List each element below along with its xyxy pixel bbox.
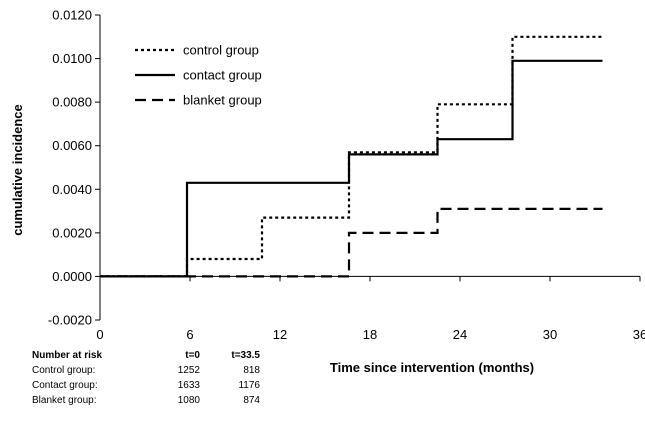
risk-row-t33: 874 [243,395,260,406]
x-tick-label: 30 [543,327,557,342]
y-tick-label: 0.0060 [52,138,92,153]
risk-row-t0: 1252 [177,365,200,376]
risk-row-blanket: Blanket group: 1080 874 [32,393,260,408]
legend-label: control group [183,43,259,58]
risk-row-t33: 818 [243,365,260,376]
risk-row-label: Contact group: [32,380,98,391]
x-tick-label: 6 [186,327,193,342]
risk-row-contact: Contact group: 1633 1176 [32,378,260,393]
number-at-risk-table: Number at risk t=0 t=33.5 Control group:… [32,348,260,408]
x-tick-label: 12 [273,327,287,342]
risk-header-t33: t=33.5 [231,350,260,361]
series-line-blanket-group [100,207,603,278]
y-tick-label: 0.0040 [52,182,92,197]
risk-row-t0: 1633 [177,380,200,391]
x-tick-label: 36 [633,327,645,342]
x-tick-label: 18 [363,327,377,342]
series-line-contact-group [100,59,603,278]
series-line-control-group [100,35,603,278]
y-axis-label: cumulative incidence [10,104,25,236]
y-tick-label: 0.0120 [52,8,92,23]
y-tick-label: -0.0020 [48,313,92,328]
y-tick-label: 0.0080 [52,95,92,110]
x-tick-label: 0 [96,327,103,342]
risk-row-control: Control group: 1252 818 [32,363,260,378]
risk-row-label: Blanket group: [32,395,97,406]
x-axis-label: Time since intervention (months) [330,360,534,375]
risk-row-t0: 1080 [177,395,200,406]
legend-label: blanket group [183,93,262,108]
y-tick-label: 0.0100 [52,51,92,66]
risk-row-label: Control group: [32,365,96,376]
risk-row-t33: 1176 [238,380,260,391]
legend: control group contact group blanket group [135,43,262,108]
risk-header-label: Number at risk [32,350,103,361]
risk-table-header: Number at risk t=0 t=33.5 [32,348,260,363]
legend-label: contact group [183,68,262,83]
risk-header-t0: t=0 [185,350,200,361]
x-tick-label: 24 [453,327,467,342]
y-tick-label: 0.0000 [52,269,92,284]
y-tick-label: 0.0020 [52,225,92,240]
